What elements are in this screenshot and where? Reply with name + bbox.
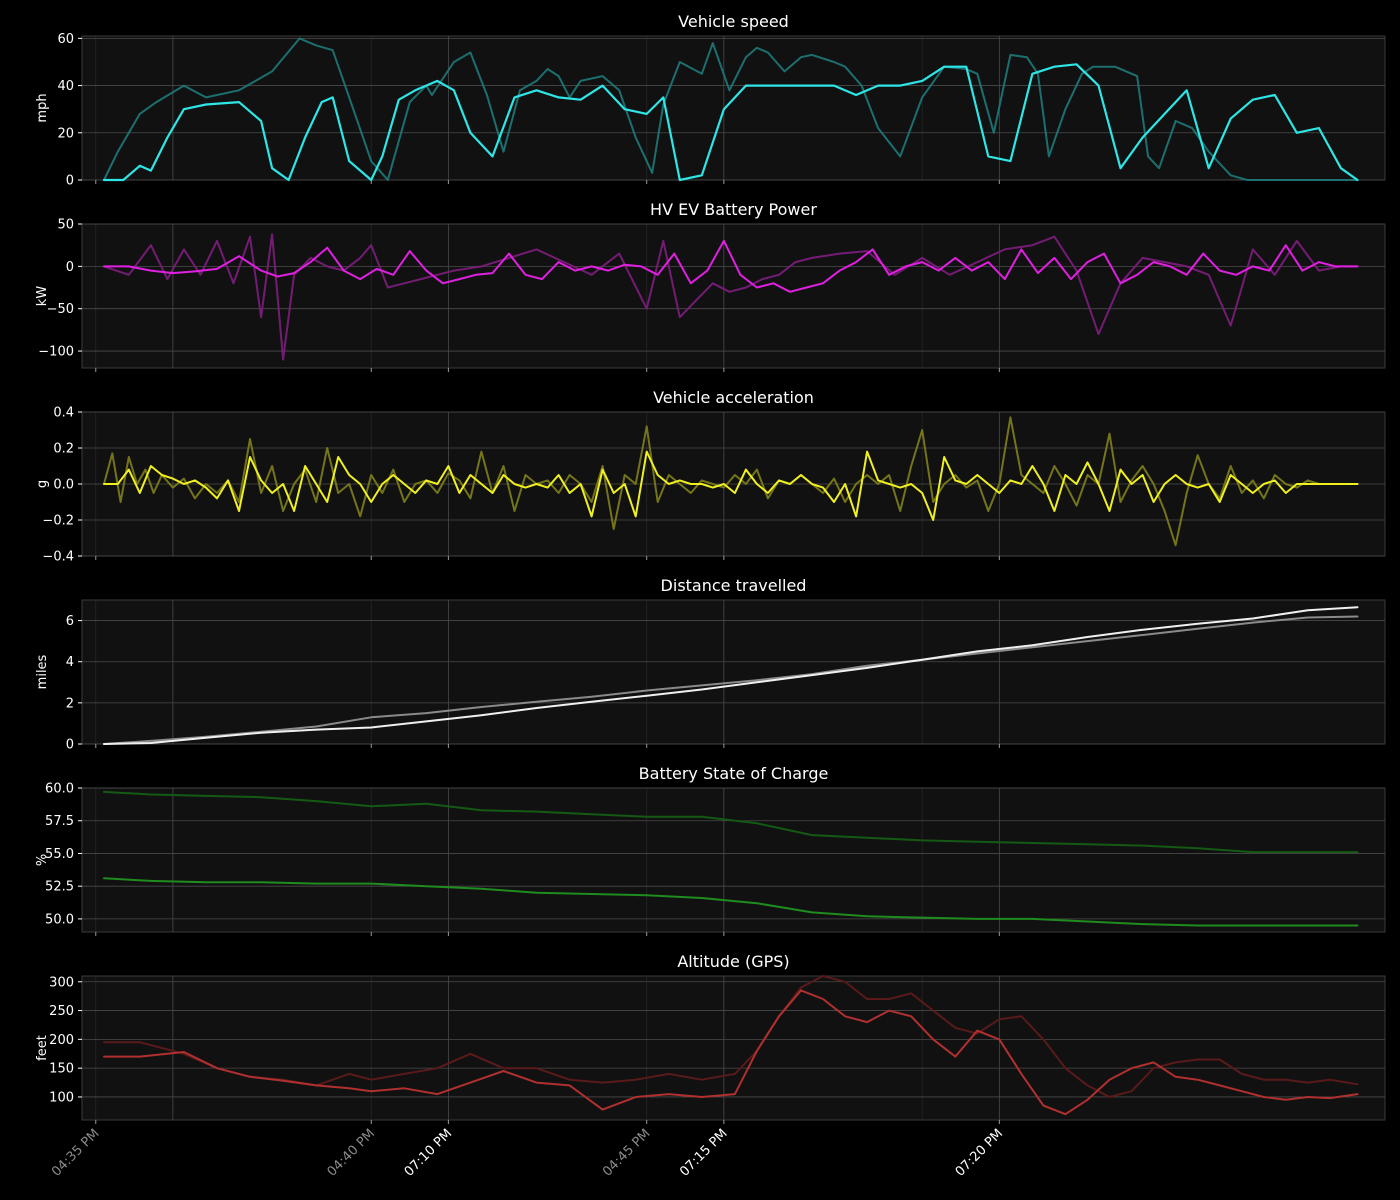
chart-panel-5: 50.0 52.5 55.0 57.5 60.0 Battery State of Cha… — [35, 764, 1386, 936]
y-tick-label: 4 — [66, 655, 74, 670]
plot-area — [81, 223, 1386, 369]
chart-panel-1: 0 20 40 60 Vehicle speed mph — [35, 12, 1386, 189]
y-tick-label: 6 — [66, 614, 74, 629]
y-tick-label: −50 — [47, 302, 74, 317]
y-tick-label: 0.2 — [53, 442, 74, 457]
x-tick-label: 04:40 PM — [325, 1126, 378, 1179]
chart-panel-3: −0.4 −0.2 0.0 0.2 0.4 Vehicle acceleration g — [35, 388, 1386, 565]
x-tick-label: 04:35 PM — [49, 1126, 102, 1179]
y-tick-label: 0 — [66, 260, 74, 275]
panel-title: Battery State of Charge — [639, 764, 829, 783]
y-axis-label: kW — [35, 286, 50, 307]
series-line-2 — [103, 239, 1359, 293]
panel-title: Altitude (GPS) — [677, 952, 789, 971]
series-line-1 — [103, 790, 1359, 854]
series-line-1 — [103, 615, 1359, 745]
y-tick-label: 60 — [57, 32, 74, 47]
series-line-2 — [103, 450, 1359, 521]
y-tick-label: 250 — [49, 1004, 74, 1019]
y-tick-label: 0.0 — [53, 478, 74, 493]
y-tick-label: 200 — [49, 1033, 74, 1048]
series-line-2 — [103, 606, 1359, 745]
series-line-2 — [102, 63, 1359, 182]
series-line-1 — [103, 37, 1359, 181]
y-axis-label: g — [35, 480, 50, 488]
y-tick-label: 20 — [57, 126, 74, 141]
y-tick-label: −100 — [38, 345, 74, 360]
plot-area — [81, 975, 1386, 1121]
y-tick-label: 50.0 — [45, 912, 74, 927]
y-tick-label: 100 — [49, 1090, 74, 1105]
y-tick-label: 0 — [66, 738, 74, 753]
x-tick-label: 07:20 PM — [953, 1126, 1006, 1179]
chart-panel-4: 0 2 4 6 Distance travelled miles — [35, 576, 1386, 753]
panel-title: Distance travelled — [661, 576, 807, 595]
y-tick-label: 300 — [49, 975, 74, 990]
x-tick-label: 07:10 PM — [402, 1126, 455, 1179]
chart-panel-2: −100 −50 0 50 HV EV Battery Power kW — [35, 200, 1386, 372]
panel-title: Vehicle acceleration — [653, 388, 814, 407]
y-axis-label: miles — [35, 654, 50, 689]
y-tick-label: 60.0 — [45, 782, 74, 797]
y-axis-label: % — [35, 854, 50, 866]
series-line-2 — [103, 877, 1359, 927]
x-tick-label: 04:45 PM — [600, 1126, 653, 1179]
y-tick-label: 2 — [66, 696, 74, 711]
x-axis: 04:35 PM 07:10 PM 04:40 PM 07:15 PM 04:45 PM… — [49, 1126, 1006, 1179]
y-tick-label: 57.5 — [45, 814, 74, 829]
panel-title: HV EV Battery Power — [650, 200, 817, 219]
series-line-2 — [103, 989, 1359, 1116]
y-tick-label: 0.4 — [53, 406, 74, 421]
x-tick-label: 07:15 PM — [677, 1126, 730, 1179]
y-axis-label: feet — [35, 1035, 50, 1061]
y-axis-label: mph — [35, 93, 50, 122]
y-tick-label: 0 — [66, 174, 74, 189]
y-tick-label: 40 — [57, 79, 74, 94]
plot-area — [81, 787, 1386, 933]
y-tick-label: 52.5 — [45, 880, 74, 895]
y-tick-label: −0.2 — [42, 514, 74, 529]
series-line-1 — [103, 975, 1359, 1098]
y-tick-label: 50 — [57, 218, 74, 233]
y-tick-label: 150 — [49, 1062, 74, 1077]
plot-area — [81, 599, 1386, 745]
panel-title: Vehicle speed — [678, 12, 789, 31]
plot-area — [81, 35, 1386, 181]
chart-panel-6: 100 150 200 250 300 Altitude (GPS) feet — [35, 952, 1386, 1124]
y-tick-label: −0.4 — [42, 550, 74, 565]
y-tick-label: 55.0 — [45, 847, 74, 862]
